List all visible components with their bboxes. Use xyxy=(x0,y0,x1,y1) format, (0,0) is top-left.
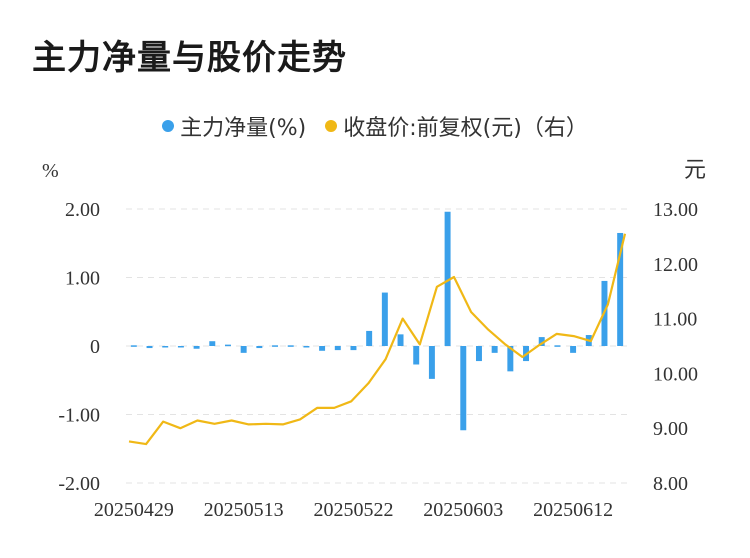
bar xyxy=(397,334,404,346)
bar xyxy=(303,346,310,348)
right-tick-label: 12.00 xyxy=(653,254,698,276)
x-tick-label: 20250513 xyxy=(204,499,284,521)
bar xyxy=(381,292,388,346)
x-tick-label: 20250522 xyxy=(313,499,393,521)
bar xyxy=(209,341,216,346)
left-tick-label: -1.00 xyxy=(58,405,100,427)
bar xyxy=(366,330,373,346)
left-tick-label: -2.00 xyxy=(58,473,100,495)
left-axis-unit: % xyxy=(42,160,59,182)
bar xyxy=(162,346,169,348)
legend-item-line[interactable]: 收盘价:前复权(元)（右） xyxy=(325,110,588,142)
legend-line-marker xyxy=(325,120,338,132)
right-tick-label: 10.00 xyxy=(653,363,698,385)
bar xyxy=(538,337,545,346)
bar xyxy=(240,346,247,353)
bar xyxy=(130,345,137,347)
legend-line-label: 收盘价:前复权(元)（右） xyxy=(343,116,588,141)
bar xyxy=(428,346,435,379)
bar xyxy=(193,346,200,349)
bar xyxy=(491,346,498,353)
legend-bar-label: 主力净量(%) xyxy=(180,116,307,141)
left-tick-label: 2.00 xyxy=(65,199,100,221)
bar xyxy=(256,346,263,349)
bar xyxy=(444,211,451,346)
x-tick-label: 20250429 xyxy=(94,499,174,521)
left-tick-label: 0 xyxy=(90,336,100,358)
bar xyxy=(146,346,153,349)
legend: 主力净量(%) 收盘价:前复权(元)（右） xyxy=(0,110,750,142)
bar xyxy=(319,346,326,351)
legend-bar-marker xyxy=(162,120,175,132)
bar xyxy=(177,346,184,348)
bar xyxy=(224,344,231,347)
bar xyxy=(617,232,624,346)
bar xyxy=(475,346,482,362)
x-tick-label: 20250603 xyxy=(423,499,503,521)
bar xyxy=(334,346,341,351)
bar xyxy=(554,345,561,347)
x-tick-label: 20250612 xyxy=(533,499,613,521)
right-axis-unit: 元 xyxy=(684,157,706,182)
bar xyxy=(287,345,294,347)
right-tick-label: 9.00 xyxy=(653,418,688,440)
bar xyxy=(413,346,420,365)
right-tick-label: 11.00 xyxy=(653,309,697,331)
right-tick-label: 13.00 xyxy=(653,199,698,221)
chart-title: 主力净量与股价走势 xyxy=(32,38,347,78)
bar xyxy=(460,346,467,431)
bar xyxy=(272,345,279,347)
bar xyxy=(507,346,514,372)
right-tick-label: 8.00 xyxy=(653,473,688,495)
bar xyxy=(570,346,577,353)
legend-item-bar[interactable]: 主力净量(%) xyxy=(162,110,306,142)
left-tick-label: 1.00 xyxy=(65,268,100,290)
bar xyxy=(350,346,357,351)
price-line xyxy=(128,233,627,446)
